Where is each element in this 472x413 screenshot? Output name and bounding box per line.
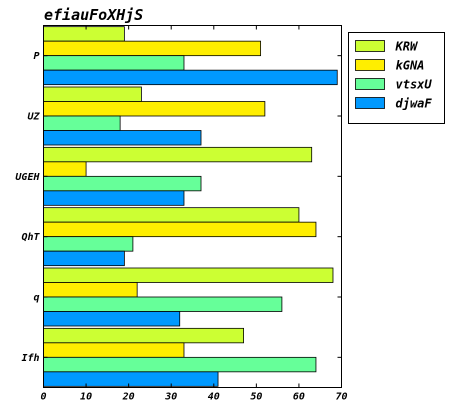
bar-qht-kgna xyxy=(43,221,317,238)
bar-p-djwaf xyxy=(43,69,338,86)
bar-ifh-djwaf xyxy=(43,371,219,387)
bar-ifh-krw xyxy=(43,327,244,344)
y-tick-label-p: P xyxy=(33,51,39,62)
legend-label-djwaf: djwaF xyxy=(396,97,433,111)
y-tick-label-ifh: Ifh xyxy=(21,353,39,364)
legend-swatch-kgna xyxy=(355,59,385,71)
x-tick-label-20: 20 xyxy=(122,392,135,403)
bar-q-vtsxu xyxy=(43,296,283,312)
bar-ugeh-krw xyxy=(43,146,313,163)
bar-q-djwaf xyxy=(43,311,181,327)
x-axis: 0 10 20 30 40 50 60 70 xyxy=(40,25,348,403)
y-tick-label-qht: QhT xyxy=(21,232,40,243)
bar-p-krw xyxy=(43,26,125,42)
y-tick-label-ugeh: UGEH xyxy=(15,172,40,183)
bar-qht-vtsxu xyxy=(43,236,134,252)
bar-q-kgna xyxy=(43,282,138,298)
bar-ugeh-vtsxu xyxy=(43,175,202,192)
y-tick-label-uz: UZ xyxy=(27,112,40,123)
x-tick-label-50: 50 xyxy=(250,392,262,403)
bar-uz-djwaf xyxy=(43,130,202,146)
bar-qht-krw xyxy=(43,207,300,223)
x-tick-label-70: 70 xyxy=(335,392,347,403)
x-tick-label-40: 40 xyxy=(208,392,220,403)
legend-label-krw: KRW xyxy=(395,40,419,54)
bar-q-krw xyxy=(43,267,334,283)
bars-layer xyxy=(43,26,338,387)
bar-uz-krw xyxy=(43,86,142,102)
plot-frame xyxy=(43,25,342,388)
legend-swatch-djwaf xyxy=(355,97,385,109)
y-axis: P UZ UGEH QhT q Ifh xyxy=(15,51,342,364)
legend-label-vtsxu: vtsxU xyxy=(396,78,433,92)
x-tick-label-30: 30 xyxy=(164,392,177,403)
legend-swatch-vtsxu xyxy=(355,78,385,90)
x-tick-label-10: 10 xyxy=(80,392,92,403)
bar-ugeh-kgna xyxy=(43,161,87,177)
x-tick-label-60: 60 xyxy=(293,392,305,403)
bar-uz-kgna xyxy=(43,101,266,117)
bar-p-kgna xyxy=(43,40,262,57)
bar-p-vtsxu xyxy=(43,55,185,71)
bar-uz-vtsxu xyxy=(43,115,121,131)
chart-title: efiauFoXHjS xyxy=(44,6,143,24)
bar-qht-djwaf xyxy=(43,250,125,267)
x-tick-label-0: 0 xyxy=(40,392,46,403)
legend-label-kgna: kGNA xyxy=(396,59,425,73)
bar-ugeh-djwaf xyxy=(43,190,185,206)
y-tick-label-q: q xyxy=(33,293,39,304)
legend-swatch-krw xyxy=(355,40,385,52)
legend: KRW kGNA vtsxU djwaF xyxy=(348,32,445,124)
bar-ifh-kgna xyxy=(43,342,185,358)
bar-ifh-vtsxu xyxy=(43,356,317,373)
